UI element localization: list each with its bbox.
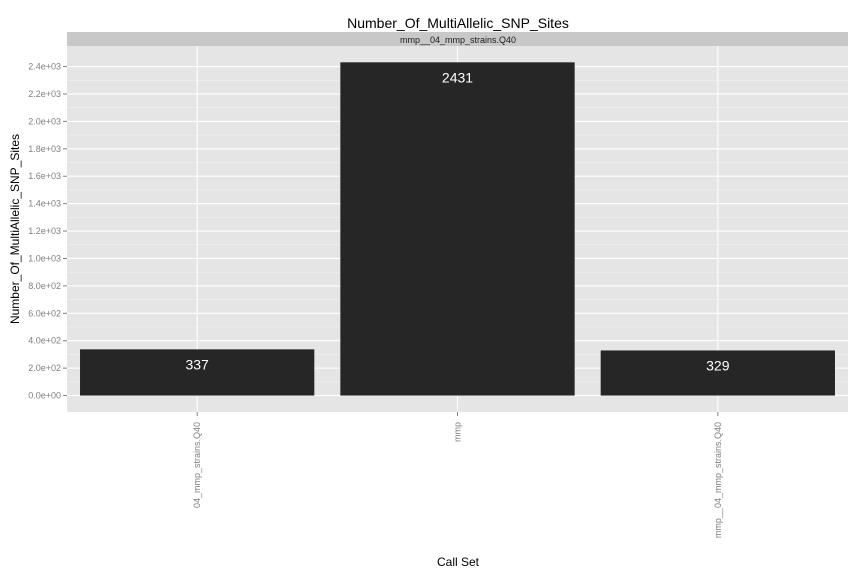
y-tick-label: 2.0e+02 [28, 363, 61, 373]
x-axis-ticks: 04_mmp_strains.Q40 mmp mmp__04_mmp_strains… [192, 412, 723, 538]
x-axis-title: Call Set [437, 555, 480, 569]
y-tick-label: 2.4e+03 [28, 62, 61, 72]
bar-value-label: 329 [706, 357, 730, 373]
bar [600, 350, 835, 396]
y-tick-label: 2.2e+03 [28, 89, 61, 99]
bars [80, 62, 835, 396]
y-tick-label: 0.0e+00 [28, 391, 61, 401]
y-tick-label: 2.0e+03 [28, 116, 61, 126]
bar-value-label: 2431 [442, 69, 473, 85]
y-tick-label: 4.0e+02 [28, 336, 61, 346]
y-axis-title: Number_Of_MultiAllelic_SNP_Sites [8, 134, 22, 324]
y-tick-label: 1.6e+03 [28, 171, 61, 181]
bar [340, 62, 575, 396]
y-tick-label: 1.8e+03 [28, 144, 61, 154]
chart-title: Number_Of_MultiAllelic_SNP_Sites [347, 15, 569, 31]
facet-strip [67, 32, 848, 46]
x-tick-label: mmp__04_mmp_strains.Q40 [713, 422, 723, 538]
y-tick-label: 1.4e+03 [28, 199, 61, 209]
y-axis-ticks: 0.0e+00 2.0e+02 4.0e+02 6.0e+02 8.0e+02 1.0e+… [28, 62, 67, 401]
bar [80, 349, 315, 396]
bar-value-labels: 337 2431 329 [185, 69, 729, 373]
bar-value-label: 337 [185, 356, 209, 372]
x-tick-label: 04_mmp_strains.Q40 [192, 422, 202, 508]
x-tick-label: mmp [453, 422, 463, 442]
y-tick-label: 1.0e+03 [28, 253, 61, 263]
y-tick-label: 6.0e+02 [28, 308, 61, 318]
y-tick-label: 1.2e+03 [28, 226, 61, 236]
y-tick-label: 8.0e+02 [28, 281, 61, 291]
facet-label: mmp__04_mmp_strains.Q40 [400, 35, 516, 45]
